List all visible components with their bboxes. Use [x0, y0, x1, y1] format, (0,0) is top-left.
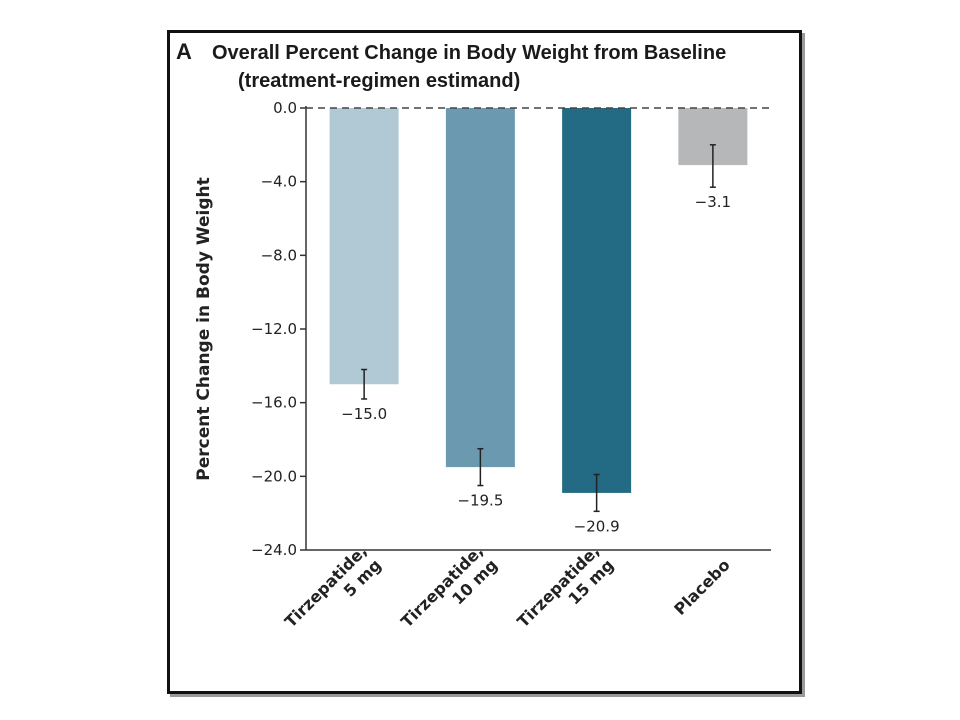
y-tick-label: −12.0: [251, 320, 297, 338]
y-tick-label: −4.0: [261, 173, 297, 191]
bar: [329, 108, 399, 385]
category-label: Tirzepatide,10 mg: [397, 541, 501, 631]
y-axis-label: Percent Change in Body Weight: [194, 177, 214, 480]
y-tick-label: 0.0: [273, 99, 297, 117]
category-labels: Tirzepatide,5 mg Tirzepatide,10 mg Tirzepa…: [281, 541, 734, 631]
category-label: Placebo: [670, 555, 733, 618]
panel-label: A: [176, 39, 192, 64]
value-label: −3.1: [695, 193, 731, 211]
bars: −15.0 −19.5 −20.9 −3.1: [306, 107, 771, 535]
y-tick-label: −24.0: [251, 541, 297, 559]
category-label-line: Placebo: [670, 555, 733, 618]
y-tick-label: −8.0: [261, 246, 297, 264]
value-label: −15.0: [341, 405, 387, 423]
value-label: −20.9: [574, 517, 620, 535]
chart-title-line1: Overall Percent Change in Body Weight fr…: [212, 42, 726, 64]
value-label: −19.5: [457, 492, 503, 510]
y-tick-label: −20.0: [251, 467, 297, 485]
bar: [562, 108, 632, 493]
chart-title-line2: (treatment-regimen estimand): [238, 70, 520, 92]
bar: [445, 108, 515, 468]
y-tick-label: −16.0: [251, 394, 297, 412]
category-label: Tirzepatide,15 mg: [513, 541, 617, 631]
axes: 0.0 −4.0 −8.0 −12.0 −16.0 −20.0 −24.0: [251, 99, 771, 559]
